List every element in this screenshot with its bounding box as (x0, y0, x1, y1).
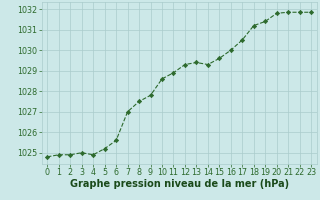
X-axis label: Graphe pression niveau de la mer (hPa): Graphe pression niveau de la mer (hPa) (70, 179, 289, 189)
